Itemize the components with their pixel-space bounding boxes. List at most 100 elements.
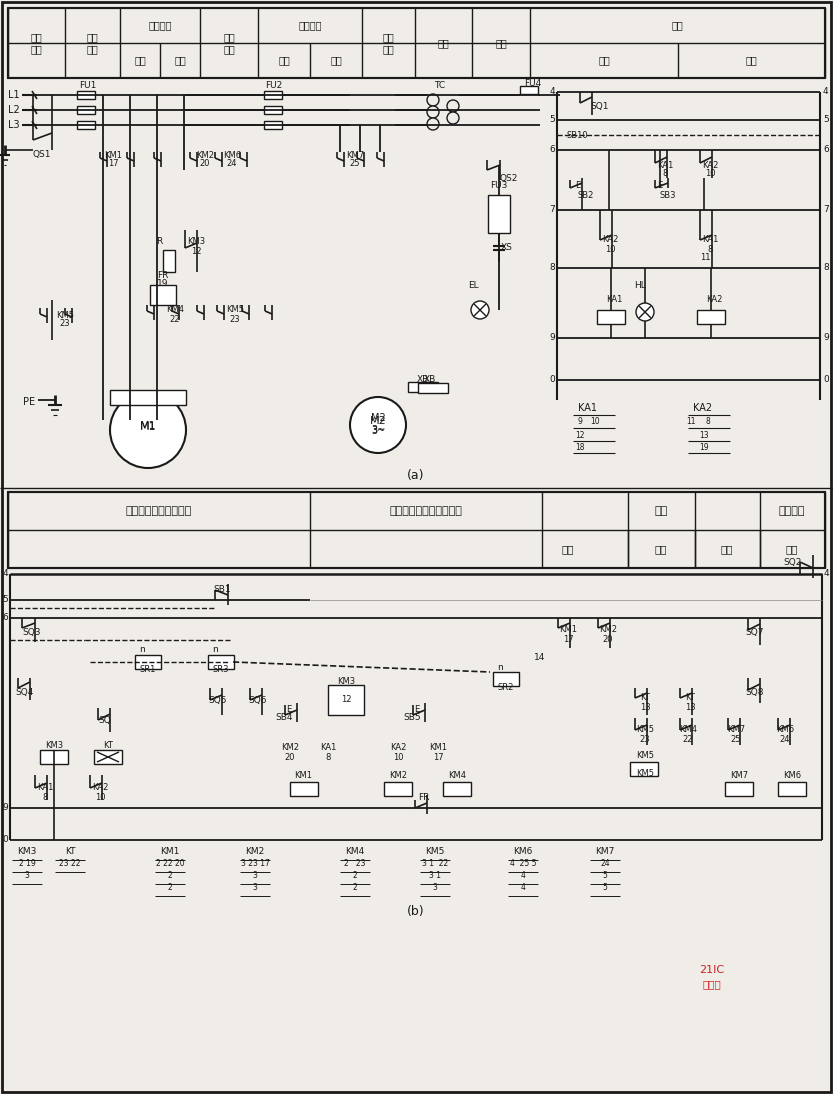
Text: SR2: SR2 (498, 684, 514, 693)
Text: 0: 0 (549, 375, 555, 384)
Text: KA1: KA1 (606, 295, 622, 304)
Text: KA2: KA2 (390, 744, 407, 753)
Bar (697, 310, 725, 324)
Circle shape (447, 100, 459, 112)
Text: 12: 12 (191, 246, 202, 256)
Text: KM6: KM6 (223, 151, 241, 160)
Text: SQ7: SQ7 (746, 628, 764, 637)
Text: 4: 4 (550, 88, 555, 96)
Text: 13: 13 (699, 431, 709, 440)
Text: QS2: QS2 (500, 174, 518, 183)
Text: KM5: KM5 (636, 725, 654, 734)
Text: KM3: KM3 (337, 677, 355, 687)
Text: 电源
开关: 电源 开关 (30, 32, 42, 54)
Text: n: n (497, 663, 503, 673)
Text: 反转: 反转 (746, 55, 757, 65)
Text: 3 1  22: 3 1 22 (421, 860, 448, 869)
Text: 6: 6 (823, 146, 829, 154)
Text: QS1: QS1 (32, 151, 52, 160)
Text: 电子网: 电子网 (702, 979, 721, 989)
Text: 23: 23 (60, 319, 70, 328)
Circle shape (110, 392, 186, 468)
Bar (384, 782, 412, 796)
Bar (208, 655, 234, 670)
Text: KM1: KM1 (559, 626, 577, 635)
Bar (264, 91, 282, 98)
Bar (778, 782, 806, 796)
Text: KM7: KM7 (727, 725, 745, 734)
Text: E: E (286, 706, 291, 714)
Text: 11: 11 (686, 418, 696, 427)
Text: SQ: SQ (98, 715, 112, 724)
Text: KT: KT (65, 848, 75, 857)
Text: 主轴: 主轴 (655, 507, 667, 516)
Text: 6: 6 (549, 146, 555, 154)
Text: KM6: KM6 (783, 770, 801, 780)
Text: 快速移动: 快速移动 (779, 507, 806, 516)
Text: 5: 5 (602, 884, 607, 893)
Text: KA1: KA1 (37, 783, 53, 792)
Text: SQ6: SQ6 (249, 696, 267, 705)
Text: KM7: KM7 (596, 848, 615, 857)
Text: 9: 9 (2, 803, 8, 813)
Text: 主轴电机点动、制动控制: 主轴电机点动、制动控制 (390, 507, 462, 516)
Text: KM5: KM5 (636, 768, 654, 778)
Text: 5: 5 (549, 116, 555, 125)
Text: KM1: KM1 (104, 151, 122, 160)
Text: 2   23: 2 23 (344, 860, 366, 869)
Text: 0: 0 (2, 836, 8, 845)
Text: KA1: KA1 (320, 744, 337, 753)
Text: 2 22 20: 2 22 20 (156, 860, 184, 869)
Text: FU3: FU3 (491, 181, 507, 189)
Text: n: n (139, 645, 145, 654)
Text: 12: 12 (341, 696, 352, 705)
Text: 20: 20 (285, 753, 295, 761)
Text: (a): (a) (407, 468, 425, 481)
Text: KM5: KM5 (226, 305, 244, 314)
Text: 正向: 正向 (721, 544, 733, 554)
Bar (8, 492, 825, 568)
Text: SR1: SR1 (140, 665, 156, 675)
Text: 3: 3 (432, 884, 437, 893)
Circle shape (427, 94, 439, 106)
Text: SQ8: SQ8 (746, 687, 764, 697)
Bar (630, 763, 658, 776)
Text: 控制
电源: 控制 电源 (382, 32, 394, 54)
Bar (443, 782, 471, 796)
Text: 19: 19 (157, 279, 169, 289)
Text: 高速: 高速 (174, 55, 186, 65)
Text: 正转: 正转 (278, 55, 290, 65)
Circle shape (471, 301, 489, 319)
Text: (b): (b) (407, 906, 425, 919)
Bar (493, 672, 519, 686)
Bar (328, 685, 364, 715)
Text: SQ5: SQ5 (209, 696, 227, 705)
Text: PE: PE (22, 397, 35, 407)
Text: 8: 8 (549, 264, 555, 272)
Text: KT: KT (103, 741, 113, 749)
Text: 18: 18 (576, 443, 585, 453)
Text: KA2: KA2 (693, 403, 712, 414)
Text: 25: 25 (350, 160, 360, 168)
Text: KA1: KA1 (656, 161, 673, 170)
Text: SR3: SR3 (212, 665, 229, 675)
Text: 7: 7 (549, 206, 555, 214)
Text: 主轴: 主轴 (671, 20, 683, 30)
Text: 19: 19 (699, 443, 709, 453)
Text: 3: 3 (252, 872, 257, 881)
Text: KA2: KA2 (702, 161, 718, 170)
Text: 10: 10 (392, 753, 403, 761)
Text: E: E (414, 706, 419, 714)
Bar (597, 310, 625, 324)
Text: 2: 2 (352, 884, 357, 893)
Text: SQ3: SQ3 (22, 628, 42, 637)
Bar (290, 782, 318, 796)
Text: 2: 2 (167, 884, 172, 893)
Text: 4  25 5: 4 25 5 (510, 860, 536, 869)
Text: 3: 3 (252, 884, 257, 893)
Text: 2: 2 (167, 872, 172, 881)
Bar (418, 383, 448, 393)
Text: 22: 22 (683, 734, 693, 744)
Text: 17: 17 (107, 160, 118, 168)
Text: 10: 10 (95, 792, 105, 802)
